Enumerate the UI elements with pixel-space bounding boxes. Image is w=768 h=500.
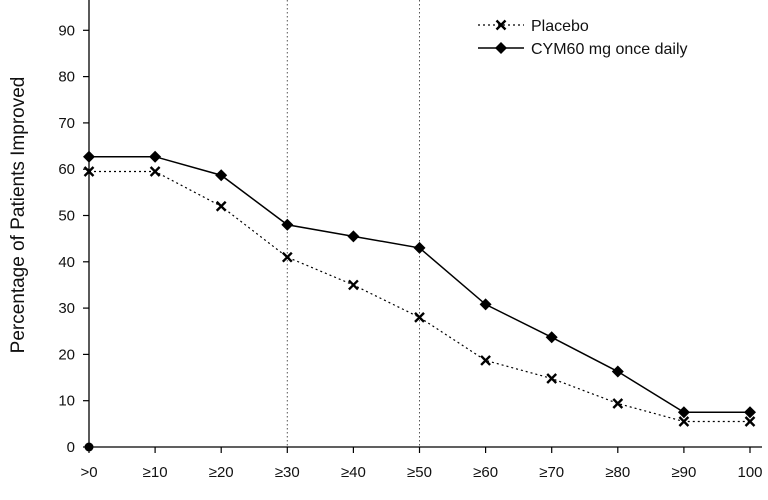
y-tick-label: 40 — [58, 254, 75, 271]
data-point-diamond — [677, 406, 690, 419]
legend: Placebo CYM60 mg once daily — [478, 18, 688, 58]
x-tick-labels: >0 ≥10 ≥20 ≥30 ≥40 ≥50 ≥60 ≥70 ≥80 ≥90 100 — [80, 464, 762, 481]
legend-marker-cym60 — [495, 42, 507, 54]
y-tick-label: 50 — [58, 208, 75, 225]
y-tick-labels: 0 10 20 30 40 50 60 70 80 90 — [58, 22, 75, 456]
data-point-x — [546, 373, 558, 384]
y-axis-title: Percentage of Patients Improved — [8, 77, 29, 354]
data-point-diamond — [479, 298, 492, 311]
series-cym60 — [83, 150, 756, 419]
data-point-diamond — [149, 150, 162, 163]
legend-label-placebo: Placebo — [531, 18, 589, 35]
data-point-diamond — [215, 169, 228, 182]
data-point-x — [149, 166, 161, 177]
x-tick-label: ≥20 — [209, 464, 234, 481]
y-tick-label: 10 — [58, 393, 75, 410]
y-tick-label: 30 — [58, 300, 75, 317]
data-point-diamond — [744, 406, 756, 419]
data-point-x — [744, 416, 756, 427]
x-tick-label: 100 — [737, 464, 762, 481]
x-tick-label: ≥90 — [671, 464, 696, 481]
y-tick-label: 70 — [58, 115, 75, 132]
origin-marker — [84, 442, 94, 452]
x-tick-label: >0 — [80, 464, 97, 481]
series-placebo — [83, 166, 756, 427]
data-point-diamond — [347, 230, 360, 243]
data-point-diamond — [413, 241, 426, 254]
data-point-diamond — [281, 218, 294, 231]
x-tick-label: ≥10 — [143, 464, 168, 481]
data-point-x — [480, 355, 491, 366]
data-point-diamond — [545, 331, 558, 344]
data-point-x — [414, 312, 425, 323]
data-point-x — [348, 279, 359, 291]
reference-lines — [286, 0, 420, 447]
x-tick-label: ≥60 — [473, 464, 498, 481]
y-tick-label: 0 — [67, 439, 75, 456]
x-tick-label: ≥50 — [407, 464, 432, 481]
data-point-x — [281, 251, 293, 263]
data-point-diamond — [83, 150, 95, 163]
y-axis-title-group: Percentage of Patients Improved — [8, 77, 29, 354]
data-point-x — [83, 166, 95, 177]
data-point-diamond — [611, 365, 624, 378]
y-tick-label: 80 — [58, 69, 75, 86]
legend-label-cym60: CYM60 mg once daily — [531, 41, 688, 58]
x-tick-label: ≥40 — [341, 464, 366, 481]
x-tick-label: ≥80 — [605, 464, 630, 481]
data-point-x — [678, 416, 690, 427]
y-tick-label: 20 — [58, 346, 75, 363]
x-tick-label: ≥70 — [539, 464, 564, 481]
data-point-x — [215, 200, 227, 212]
legend-marker-placebo — [495, 19, 507, 31]
axes — [83, 0, 762, 453]
series-layer — [83, 150, 756, 427]
y-tick-label: 60 — [58, 161, 75, 178]
y-tick-label: 90 — [58, 22, 75, 39]
series-line — [89, 170, 750, 423]
data-point-x — [612, 398, 624, 409]
x-tick-label: ≥30 — [275, 464, 300, 481]
